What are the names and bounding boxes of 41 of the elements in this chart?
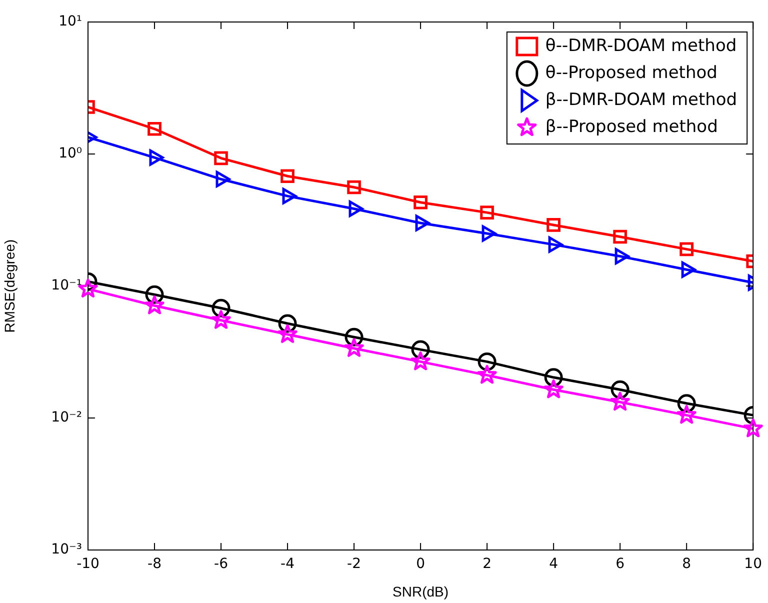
x-tick-label: -4 — [280, 556, 295, 572]
point — [347, 180, 361, 194]
point — [480, 206, 494, 220]
legend-label: θ--DMR-DOAM method — [545, 36, 737, 56]
x-tick-label: 2 — [482, 556, 492, 572]
x-tick-label: -8 — [148, 556, 162, 572]
legend-label: θ--Proposed method — [545, 62, 718, 83]
point — [214, 151, 228, 166]
point — [610, 392, 630, 411]
point — [613, 230, 627, 244]
point — [344, 338, 364, 357]
x-axis-title: SNR(dB) — [392, 583, 449, 600]
point — [743, 418, 763, 438]
y-tick-label: 10¹ — [58, 14, 82, 30]
point — [280, 169, 294, 184]
point — [477, 364, 497, 384]
y-axis-title: RMSE(degree) — [1, 239, 18, 333]
x-tick-label: -10 — [76, 556, 100, 572]
point — [211, 310, 231, 329]
x-tick-label: 4 — [549, 556, 558, 572]
x-tick-label: 0 — [416, 556, 426, 572]
y-tick-label: 10⁰ — [58, 146, 82, 162]
y-tick-label: 10⁻¹ — [51, 278, 82, 294]
y-tick-label: 10⁻³ — [51, 542, 82, 558]
point — [414, 195, 428, 210]
point — [278, 324, 298, 343]
point — [676, 404, 696, 424]
legend-label: β--Proposed method — [545, 116, 718, 137]
point — [144, 295, 164, 314]
x-tick-label: 10 — [744, 556, 762, 572]
point — [546, 218, 560, 232]
x-tick-label: 6 — [616, 556, 625, 572]
y-tick-label: 10⁻² — [51, 410, 82, 426]
legend-label: β--DMR-DOAM method — [545, 90, 738, 110]
x-tick-label: 8 — [682, 556, 692, 572]
point — [544, 379, 564, 398]
x-tick-label: -6 — [214, 556, 228, 572]
point — [410, 351, 430, 370]
point — [148, 122, 162, 136]
point — [680, 242, 694, 256]
x-tick-label: -2 — [347, 556, 362, 572]
